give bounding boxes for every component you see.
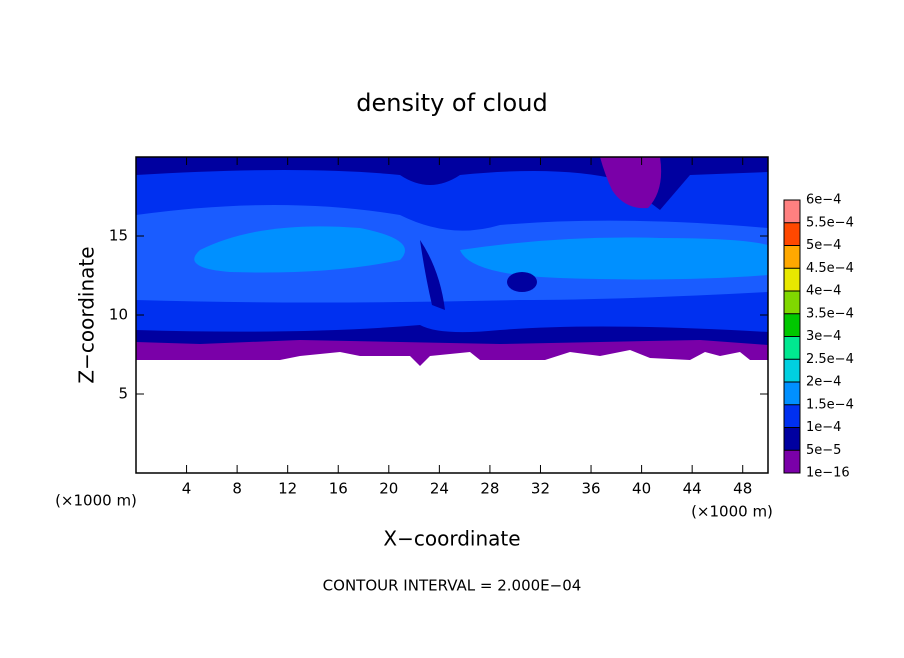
y-tick-label: 15 bbox=[109, 227, 128, 245]
x-tick-label: 36 bbox=[581, 480, 600, 498]
colorbar-band bbox=[784, 359, 800, 382]
colorbar-band bbox=[784, 404, 800, 428]
colorbar-label: 3e−4 bbox=[806, 329, 841, 344]
x-axis-label: X−coordinate bbox=[383, 527, 520, 551]
x-tick-label: 28 bbox=[480, 480, 499, 498]
x-tick-label: 48 bbox=[733, 480, 752, 498]
colorbar-label: 5.5e−4 bbox=[806, 215, 854, 230]
colorbar-label: 2.5e−4 bbox=[806, 352, 854, 367]
colorbar-label: 4.5e−4 bbox=[806, 261, 854, 276]
colorbar-label: 5e−5 bbox=[806, 443, 841, 458]
x-tick-label: 16 bbox=[329, 480, 348, 498]
colorbar-label: 1.5e−4 bbox=[806, 397, 854, 412]
contour-field bbox=[136, 157, 768, 366]
colorbar-band bbox=[784, 268, 800, 291]
x-tick-label: 40 bbox=[632, 480, 651, 498]
x-tick-label: 12 bbox=[278, 480, 297, 498]
x-unit-label: (×1000 m) bbox=[691, 503, 773, 521]
chart-title: density of cloud bbox=[356, 89, 547, 117]
x-tick-label: 4 bbox=[182, 480, 192, 498]
x-tick-label: 8 bbox=[232, 480, 242, 498]
x-tick-label: 20 bbox=[379, 480, 398, 498]
colorbar-band bbox=[784, 222, 800, 246]
y-tick-label: 10 bbox=[109, 306, 128, 324]
colorbar-band bbox=[784, 200, 800, 223]
colorbar-label: 1e−4 bbox=[806, 420, 841, 435]
colorbar-band bbox=[784, 245, 800, 269]
colorbar-band bbox=[784, 291, 800, 314]
y-axis-label: Z−coordinate bbox=[75, 246, 99, 383]
x-tick-label: 44 bbox=[683, 480, 702, 498]
colorbar-band bbox=[784, 313, 800, 337]
colorbar-band bbox=[784, 382, 800, 405]
colorbar-label: 5e−4 bbox=[806, 238, 841, 253]
colorbar-label: 4e−4 bbox=[806, 284, 841, 299]
colorbar-label: 1e−16 bbox=[806, 466, 850, 481]
footnote: CONTOUR INTERVAL = 2.000E−04 bbox=[323, 577, 582, 595]
y-unit-label: (×1000 m) bbox=[55, 492, 137, 510]
colorbar-label: 6e−4 bbox=[806, 193, 841, 208]
colorbar-band bbox=[784, 450, 800, 473]
colorbar-label: 3.5e−4 bbox=[806, 306, 854, 321]
y-tick-label: 5 bbox=[118, 385, 128, 403]
x-tick-label: 24 bbox=[430, 480, 449, 498]
colorbar-label: 2e−4 bbox=[806, 375, 841, 390]
x-tick-label: 32 bbox=[531, 480, 550, 498]
colorbar-band bbox=[784, 336, 800, 360]
colorbar-band bbox=[784, 427, 800, 451]
